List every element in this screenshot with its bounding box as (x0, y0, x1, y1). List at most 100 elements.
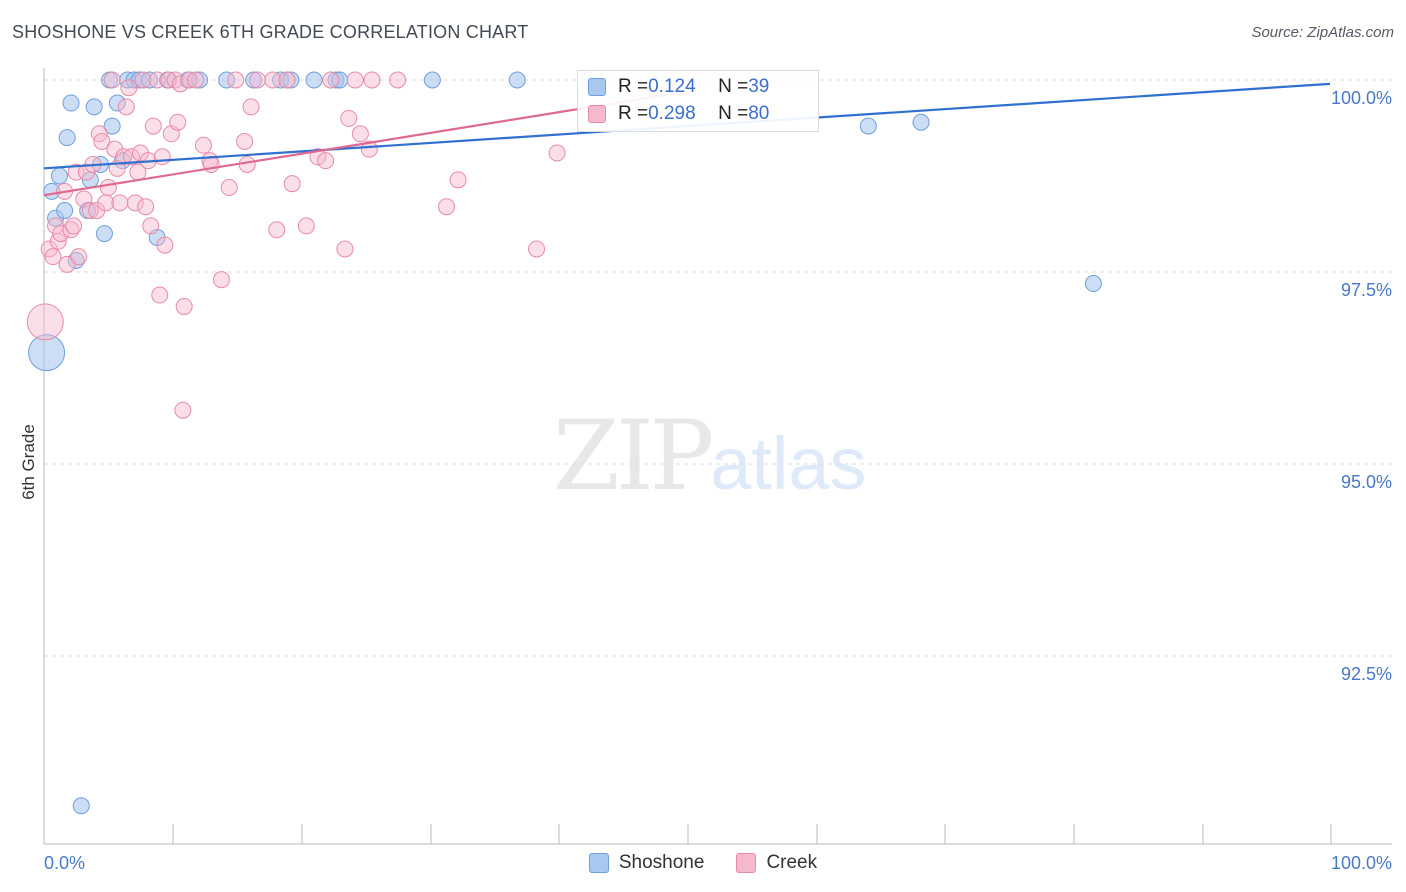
creek-point (268, 221, 286, 239)
creek-point (81, 202, 99, 220)
creek-point (99, 179, 117, 197)
creek-point (52, 225, 70, 243)
creek-point (122, 148, 140, 166)
legend-swatch-shoshone (588, 78, 606, 96)
creek-point (103, 71, 121, 89)
series-legend-creek[interactable]: Creek (736, 852, 817, 874)
legend-n-value-shoshone: 39 (748, 76, 770, 97)
series-swatch-creek (736, 853, 757, 873)
creek-point (194, 136, 212, 154)
stats-legend: R = 0.124 N = 39 R = 0.298 N = 80 (577, 70, 819, 132)
creek-point (117, 98, 135, 116)
shoshone-point (305, 71, 323, 89)
creek-point (346, 71, 364, 89)
shoshone-point (103, 117, 121, 135)
legend-n-label: N = (718, 76, 749, 97)
series-legend: Shoshone Creek (0, 852, 1406, 874)
creek-point (236, 132, 254, 150)
creek-point (389, 71, 407, 89)
creek-point (97, 194, 115, 212)
shoshone-point (218, 71, 236, 89)
legend-r-label: R = (618, 103, 649, 124)
series-name-shoshone: Shoshone (618, 852, 705, 873)
shoshone-point (50, 167, 68, 185)
creek-point (264, 71, 282, 89)
legend-n-label: N = (718, 103, 749, 124)
creek-point (220, 179, 238, 197)
creek-point (360, 140, 378, 158)
shoshone-point (508, 71, 526, 89)
creek-point (169, 113, 187, 131)
shoshone-point (423, 71, 441, 89)
creek-point (283, 175, 301, 193)
creek-point (67, 163, 85, 181)
legend-r-value-creek: 0.298 (648, 103, 696, 124)
shoshone-point (331, 71, 349, 89)
creek-point (153, 148, 171, 166)
creek-point (65, 217, 83, 235)
shoshone-point (282, 71, 300, 89)
creek-point (142, 217, 160, 235)
creek-point (134, 71, 152, 89)
shoshone-point (191, 71, 209, 89)
shoshone-point (58, 129, 76, 147)
shoshone-point (859, 117, 877, 135)
legend-r-value-shoshone: 0.124 (648, 76, 696, 97)
legend-r-label: R = (618, 76, 649, 97)
shoshone-point (72, 797, 90, 815)
series-name-creek: Creek (766, 852, 818, 873)
creek-point (148, 71, 166, 89)
series-legend-shoshone[interactable]: Shoshone (588, 852, 705, 874)
creek-point (351, 125, 369, 143)
y-tick-label: 95.0% (1341, 472, 1392, 492)
creek-point (44, 248, 62, 266)
creek-point (238, 155, 256, 173)
creek-point (297, 217, 315, 235)
creek-point (548, 144, 566, 162)
source-credit: Source: ZipAtlas.com (1251, 24, 1394, 41)
creek-point (363, 71, 381, 89)
x-tick-label: 100.0% (1331, 853, 1392, 873)
creek-point (137, 198, 155, 216)
creek-point (151, 286, 169, 304)
creek-point (93, 132, 111, 150)
creek-point (26, 303, 64, 341)
creek-point (174, 401, 192, 419)
creek-point (187, 71, 205, 89)
legend-swatch-creek (588, 105, 606, 123)
creek-point (309, 148, 327, 166)
creek-point (336, 240, 354, 258)
watermark: ZIPatlas (553, 400, 867, 512)
creek-point (180, 71, 198, 89)
y-tick-label: 97.5% (1341, 280, 1392, 300)
y-tick-label: 92.5% (1341, 664, 1392, 684)
shoshone-point (28, 334, 66, 372)
creek-point (242, 98, 260, 116)
creek-point (175, 298, 193, 316)
legend-row-creek: R = 0.298 N = 80 (588, 102, 769, 126)
shoshone-point (912, 113, 930, 131)
series-swatch-shoshone (588, 853, 609, 873)
creek-point (278, 71, 296, 89)
y-tick-label: 100.0% (1331, 88, 1392, 108)
shoshone-point (56, 202, 74, 220)
chart-title: SHOSHONE VS CREEK 6TH GRADE CORRELATION … (12, 22, 529, 42)
creek-point (449, 171, 467, 189)
legend-row-shoshone: R = 0.124 N = 39 (588, 75, 769, 99)
creek-point (212, 271, 230, 289)
creek-point (120, 79, 138, 97)
shoshone-point (108, 94, 126, 112)
shoshone-point (1084, 275, 1102, 293)
shoshone-point (85, 98, 103, 116)
creek-point (144, 117, 162, 135)
creek-point (317, 152, 335, 170)
creek-point (156, 236, 174, 254)
creek-point (528, 240, 546, 258)
shoshone-point (95, 225, 113, 243)
shoshone-point (245, 71, 263, 89)
legend-n-value-creek: 80 (748, 103, 770, 124)
creek-point (248, 71, 266, 89)
x-tick-label: 0.0% (44, 853, 85, 873)
shoshone-point (62, 94, 80, 112)
